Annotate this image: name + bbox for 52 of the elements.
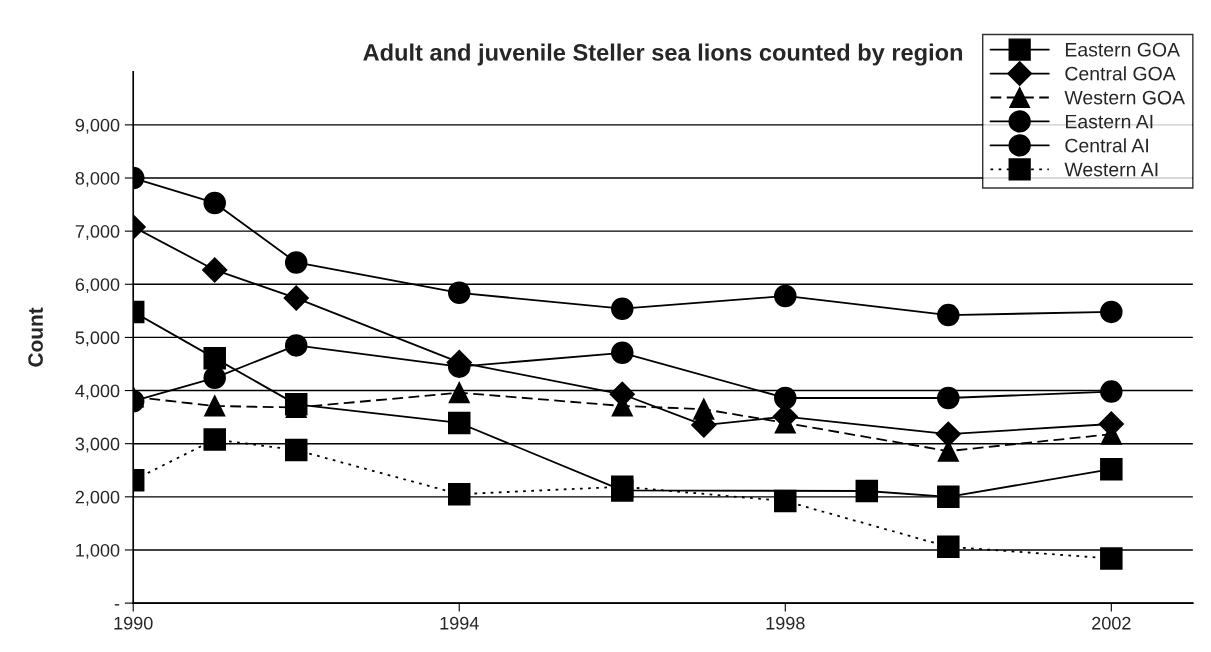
x-tick-label: 2002 [1092,616,1131,630]
point [203,191,226,215]
point [203,366,226,390]
legend-label: Central GOA [1065,66,1176,81]
y-tick-label: 1,000 [76,543,120,559]
y-tick-label: 6,000 [75,278,120,294]
x-tick-label: 1990 [114,616,153,630]
point [283,285,309,311]
point [284,438,308,462]
y-axis-title: Count [28,307,43,367]
y-tick-label: 2,000 [75,490,120,506]
point [1100,380,1123,403]
point [447,411,471,435]
point [447,482,471,506]
point [202,257,228,283]
y-tick-label: 3,000 [75,437,120,453]
point [774,284,797,308]
point [937,535,960,559]
y-tick-label: 4,000 [75,384,120,400]
point [774,489,797,513]
point [855,479,879,503]
point [1100,547,1123,570]
y-tick-label: 5,000 [75,331,120,347]
point [447,281,471,305]
point [203,428,226,451]
point [611,341,634,365]
legend-label: Eastern GOA [1065,42,1180,57]
point [204,395,226,417]
point [1100,300,1123,324]
legend-label: Western GOA [1064,90,1186,105]
point [448,382,470,404]
legend-label: Western AI [1064,162,1158,177]
point [1100,457,1123,481]
point [937,386,960,410]
point [284,334,308,357]
y-tick-label: 9,000 [75,118,120,134]
point [937,485,960,509]
y-tick-label: 7,000 [75,225,120,240]
point [937,303,960,327]
y-tick-label: 8,000 [75,171,120,187]
x-tick-label: 1994 [440,616,479,630]
point [203,346,226,370]
legend-label: Central AI [1065,138,1148,153]
point [935,421,961,447]
point [693,398,715,420]
y-tick-label: - [114,604,120,606]
point [774,386,797,410]
legend-label: Eastern AI [1065,114,1153,129]
x-tick-label: 1998 [766,616,805,630]
chart-title: Adult and juvenile Steller sea lions counted by region [363,43,963,66]
point [611,297,634,320]
point [284,251,308,274]
